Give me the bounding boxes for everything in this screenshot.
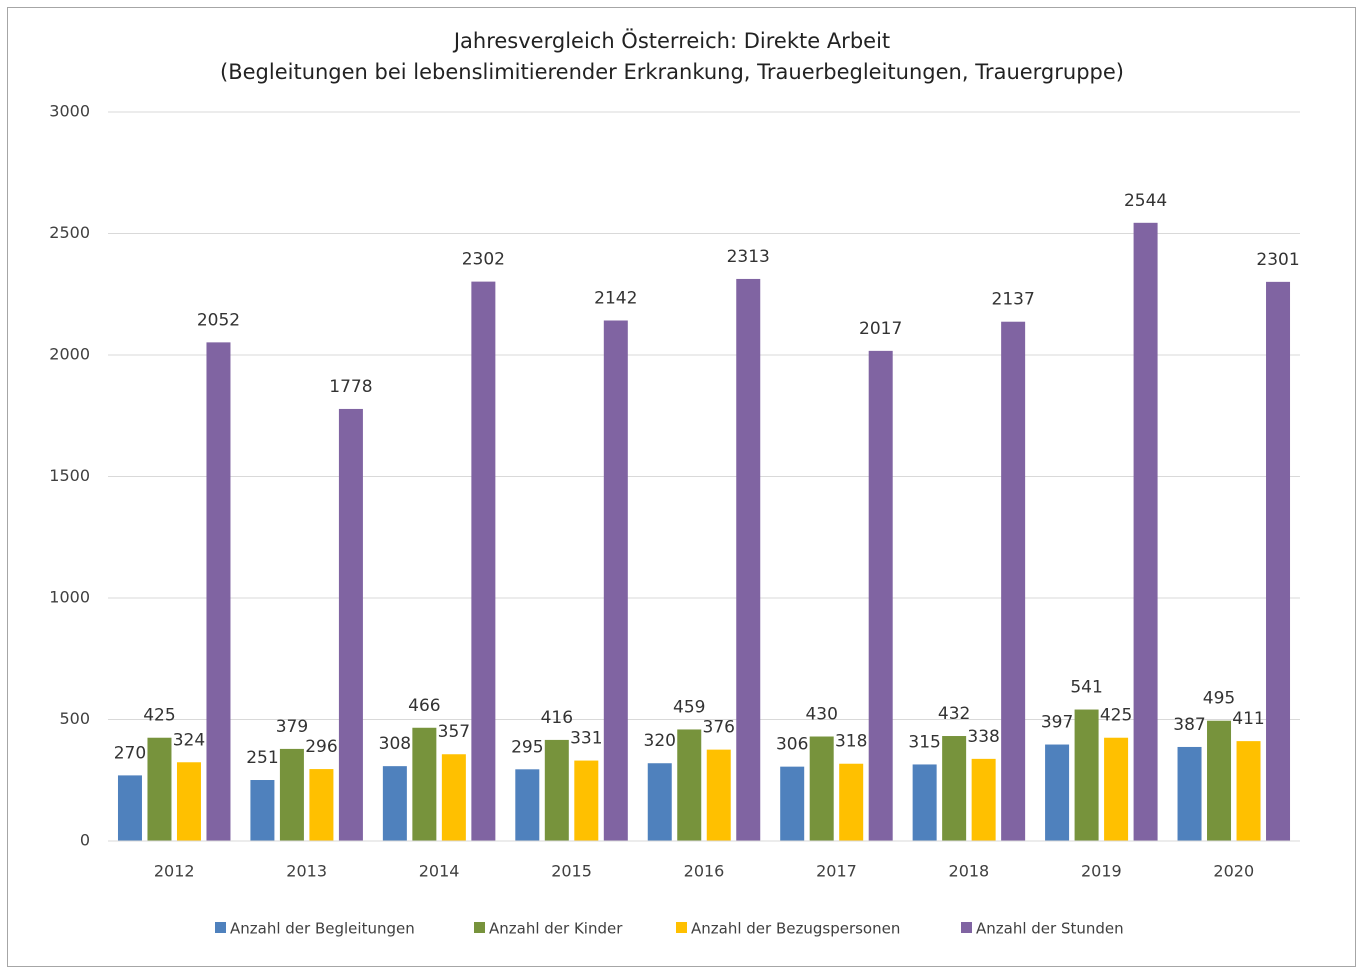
bar: [176, 762, 201, 841]
data-label: 306: [776, 735, 808, 755]
data-label: 315: [908, 732, 940, 752]
bar: [1001, 321, 1026, 842]
bar: [382, 766, 407, 841]
bar: [515, 769, 540, 841]
bar: [441, 754, 466, 841]
data-label: 379: [276, 717, 308, 737]
bar: [868, 350, 893, 841]
x-tick-label: 2015: [551, 862, 592, 881]
data-label: 416: [541, 708, 573, 728]
bar: [544, 739, 569, 841]
data-label: 296: [305, 737, 337, 757]
data-label: 2137: [992, 290, 1035, 310]
bar: [647, 763, 672, 841]
y-tick-label: 2500: [49, 223, 90, 242]
y-tick-label: 1000: [49, 588, 90, 607]
data-label: 324: [173, 730, 205, 750]
bar: [471, 281, 496, 841]
legend-label: Anzahl der Begleitungen: [230, 920, 415, 938]
bar: [706, 749, 731, 841]
y-tick-label: 0: [80, 831, 90, 850]
legend-swatch: [474, 922, 485, 933]
data-label: 466: [408, 696, 440, 716]
bar: [971, 758, 996, 841]
bar: [912, 764, 937, 841]
x-tick-label: 2017: [816, 862, 857, 881]
data-label: 2142: [594, 288, 637, 308]
bar: [147, 737, 172, 841]
data-label: 2313: [727, 247, 770, 267]
bar: [603, 320, 628, 841]
legend-label: Anzahl der Kinder: [489, 920, 623, 938]
bar: [1074, 709, 1099, 841]
bar: [1266, 281, 1291, 841]
bar: [412, 727, 437, 841]
x-tick-label: 2013: [286, 862, 327, 881]
bar: [309, 769, 334, 841]
data-label: 2544: [1124, 191, 1167, 211]
data-label: 2301: [1256, 250, 1299, 270]
data-label: 320: [644, 731, 676, 751]
data-label: 338: [967, 727, 999, 747]
bar: [736, 278, 761, 841]
data-label: 376: [703, 718, 735, 738]
bar: [338, 408, 363, 841]
data-label: 397: [1041, 713, 1073, 733]
bar: [677, 729, 702, 841]
chart-subtitle: (Begleitungen bei lebenslimitierender Er…: [220, 60, 1124, 84]
data-label: 2052: [197, 310, 240, 330]
bar: [809, 736, 834, 841]
data-label: 411: [1232, 709, 1264, 729]
data-label: 308: [379, 734, 411, 754]
bar: [1133, 222, 1158, 842]
data-label: 495: [1203, 689, 1235, 709]
data-label: 425: [143, 706, 175, 726]
bar: [206, 342, 231, 841]
data-label: 432: [938, 704, 970, 724]
data-label: 331: [570, 729, 602, 749]
bar: [1207, 720, 1232, 841]
data-label: 295: [511, 737, 543, 757]
x-tick-label: 2012: [154, 862, 195, 881]
y-tick-label: 2000: [49, 345, 90, 364]
bar: [1236, 741, 1261, 841]
data-label: 2017: [859, 319, 902, 339]
bar: [1045, 744, 1070, 841]
legend-swatch: [676, 922, 687, 933]
y-tick-label: 3000: [49, 102, 90, 121]
legend-swatch: [961, 922, 972, 933]
legend-swatch: [215, 922, 226, 933]
bar: [942, 736, 967, 841]
data-label: 251: [246, 748, 278, 768]
x-tick-label: 2014: [419, 862, 460, 881]
chart-title: Jahresvergleich Österreich: Direkte Arbe…: [452, 28, 890, 53]
data-label: 2302: [462, 250, 505, 270]
data-label: 387: [1173, 715, 1205, 735]
data-label: 318: [835, 732, 867, 752]
x-tick-label: 2016: [684, 862, 725, 881]
x-tick-label: 2020: [1213, 862, 1254, 881]
data-label: 1778: [329, 377, 372, 397]
y-tick-label: 500: [59, 709, 90, 728]
x-tick-label: 2019: [1081, 862, 1122, 881]
bar: [780, 766, 805, 841]
data-label: 430: [805, 705, 837, 725]
data-label: 425: [1100, 706, 1132, 726]
bar: [117, 775, 142, 841]
bar: [1177, 746, 1202, 841]
bar: [1104, 737, 1129, 841]
legend-label: Anzahl der Bezugspersonen: [691, 920, 900, 938]
data-label: 541: [1070, 678, 1102, 698]
data-label: 270: [114, 743, 146, 763]
legend-label: Anzahl der Stunden: [976, 920, 1124, 938]
bar: [250, 780, 275, 841]
bar: [839, 763, 864, 841]
data-label: 357: [438, 722, 470, 742]
x-tick-label: 2018: [949, 862, 990, 881]
bar: [279, 748, 304, 841]
bar: [574, 760, 599, 841]
data-label: 459: [673, 697, 705, 717]
y-tick-label: 1500: [49, 466, 90, 485]
